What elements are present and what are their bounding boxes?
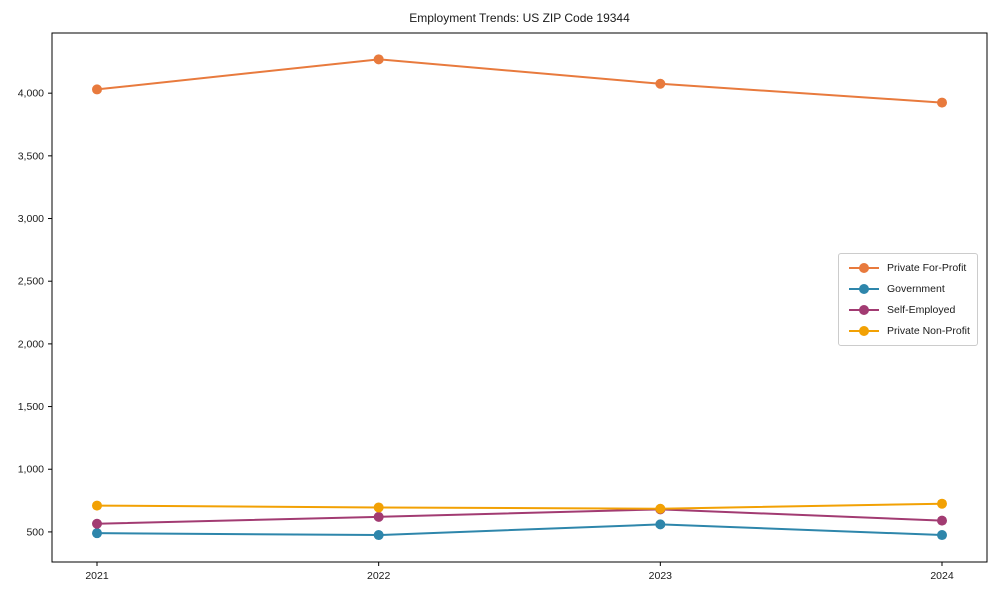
legend: Private For-Profit Government Self-Employe… bbox=[838, 253, 978, 346]
legend-item: Private Non-Profit bbox=[845, 323, 970, 339]
y-tick-label: 1,000 bbox=[18, 464, 44, 476]
data-point-private-for-profit bbox=[92, 84, 102, 95]
x-tick-label: 2024 bbox=[930, 570, 954, 582]
chart-title: Employment Trends: US ZIP Code 19344 bbox=[409, 11, 630, 25]
series-line-self-employed bbox=[96, 508, 943, 525]
data-point-private-for-profit bbox=[373, 54, 384, 65]
data-point-private-non-profit bbox=[937, 498, 947, 509]
legend-dot-icon bbox=[859, 326, 869, 336]
y-tick-label: 2,000 bbox=[18, 338, 44, 350]
legend-dot-icon bbox=[859, 284, 869, 294]
y-tick-label: 3,500 bbox=[18, 150, 44, 162]
data-point-private-for-profit bbox=[937, 97, 947, 108]
legend-dot-icon bbox=[859, 263, 869, 273]
legend-line-marker-icon bbox=[849, 263, 879, 273]
data-point-private-non-profit bbox=[92, 500, 102, 511]
legend-item: Self-Employed bbox=[845, 302, 969, 318]
y-tick-label: 500 bbox=[26, 526, 44, 538]
data-point-private-non-profit bbox=[373, 502, 384, 513]
y-tick-label: 3,000 bbox=[18, 213, 44, 225]
data-point-self-employed bbox=[373, 511, 384, 522]
legend-item: Private For-Profit bbox=[845, 260, 969, 276]
legend-line-marker-icon bbox=[849, 326, 879, 336]
series-line-private-for-profit bbox=[96, 58, 943, 104]
data-point-private-non-profit bbox=[655, 503, 666, 514]
legend-label: Private Non-Profit bbox=[887, 325, 970, 337]
legend-line-marker-icon bbox=[849, 305, 879, 315]
legend-dot-icon bbox=[859, 305, 869, 315]
data-point-government bbox=[92, 528, 102, 539]
y-tick-label: 1,500 bbox=[18, 401, 44, 413]
y-tick-label: 2,500 bbox=[18, 276, 44, 288]
data-point-government bbox=[373, 530, 384, 541]
legend-label: Self-Employed bbox=[887, 304, 956, 316]
legend-line-marker-icon bbox=[849, 284, 879, 294]
data-point-self-employed bbox=[92, 518, 102, 529]
plot-frame bbox=[51, 32, 988, 563]
legend-item: Government bbox=[845, 281, 969, 297]
data-point-government bbox=[655, 519, 666, 530]
legend-label: Private For-Profit bbox=[887, 262, 967, 274]
y-tick-label: 4,000 bbox=[18, 88, 44, 100]
x-tick-label: 2021 bbox=[85, 570, 109, 582]
data-point-self-employed bbox=[937, 515, 947, 526]
series-line-private-non-profit bbox=[96, 502, 943, 510]
x-tick-label: 2023 bbox=[649, 570, 673, 582]
legend-label: Government bbox=[887, 283, 945, 295]
series-line-government bbox=[96, 523, 943, 537]
data-point-government bbox=[937, 530, 947, 541]
x-tick-label: 2022 bbox=[367, 570, 391, 582]
data-point-private-for-profit bbox=[655, 78, 666, 89]
